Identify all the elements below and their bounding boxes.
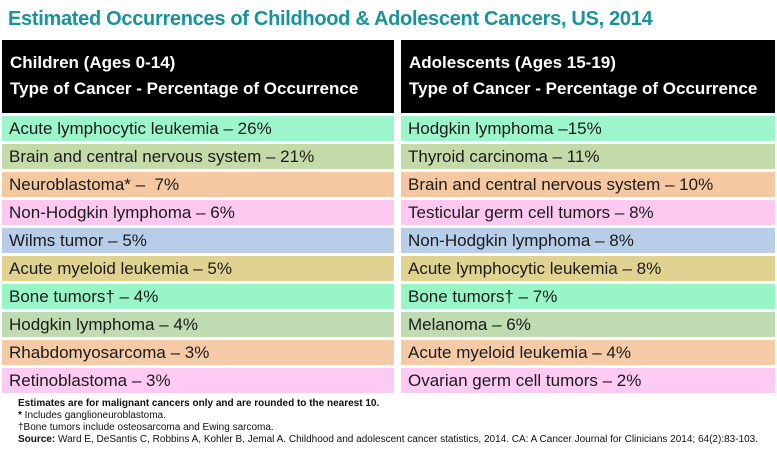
infographic-page: Estimated Occurrences of Childhood & Ado…: [0, 7, 777, 449]
table-row: Melanoma – 6%: [401, 312, 775, 337]
table-row: Hodgkin lymphoma – 4%: [2, 312, 394, 337]
footnote-estimates: Estimates are for malignant cancers only…: [18, 398, 380, 409]
adolescents-column: Adolescents (Ages 15-19) Type of Cancer …: [401, 40, 775, 393]
page-title: Estimated Occurrences of Childhood & Ado…: [8, 8, 653, 30]
footnote-dagger: †Bone tumors include osteosarcoma and Ew…: [18, 422, 274, 433]
adolescents-column-header: Adolescents (Ages 15-19) Type of Cancer …: [401, 40, 775, 113]
table-row: Thyroid carcinoma – 11%: [401, 144, 775, 169]
adolescents-header-age-group: Adolescents (Ages 15-19): [409, 53, 616, 72]
table-row: Acute lymphocytic leukemia – 8%: [401, 256, 775, 281]
footnote-asterisk: * Includes ganglioneuroblastoma.: [18, 410, 166, 421]
table-row: Non-Hodgkin lymphoma – 8%: [401, 228, 775, 253]
table-row: Brain and central nervous system – 21%: [2, 144, 394, 169]
table-row: Acute myeloid leukemia – 4%: [401, 340, 775, 365]
table-row: Retinoblastoma – 3%: [2, 368, 394, 393]
source-label: Source:: [18, 434, 56, 445]
children-header-subtitle: Type of Cancer - Percentage of Occurrenc…: [10, 79, 359, 98]
footnotes: Estimates are for malignant cancers only…: [18, 398, 777, 446]
table-row: Bone tumors† – 4%: [2, 284, 394, 309]
asterisk-marker: *: [18, 410, 22, 421]
adolescents-header-subtitle: Type of Cancer - Percentage of Occurrenc…: [409, 79, 758, 98]
footnote-source: Source: Ward E, DeSantis C, Robbins A, K…: [18, 434, 759, 445]
table-row: Acute lymphocytic leukemia – 26%: [2, 116, 394, 141]
table-row: Acute myeloid leukemia – 5%: [2, 256, 394, 281]
table-row: Brain and central nervous system – 10%: [401, 172, 775, 197]
table-row: Ovarian germ cell tumors – 2%: [401, 368, 775, 393]
table-row: Testicular germ cell tumors – 8%: [401, 200, 775, 225]
children-column: Children (Ages 0-14) Type of Cancer - Pe…: [2, 40, 394, 393]
children-header-age-group: Children (Ages 0-14): [10, 53, 176, 72]
table-row: Bone tumors† – 7%: [401, 284, 775, 309]
table-row: Neuroblastoma* – 7%: [2, 172, 394, 197]
table-row: Rhabdomyosarcoma – 3%: [2, 340, 394, 365]
table-row: Hodgkin lymphoma –15%: [401, 116, 775, 141]
table-row: Non-Hodgkin lymphoma – 6%: [2, 200, 394, 225]
table-row: Wilms tumor – 5%: [2, 228, 394, 253]
children-column-header: Children (Ages 0-14) Type of Cancer - Pe…: [2, 40, 394, 113]
cancer-occurrence-table: Children (Ages 0-14) Type of Cancer - Pe…: [2, 40, 775, 393]
